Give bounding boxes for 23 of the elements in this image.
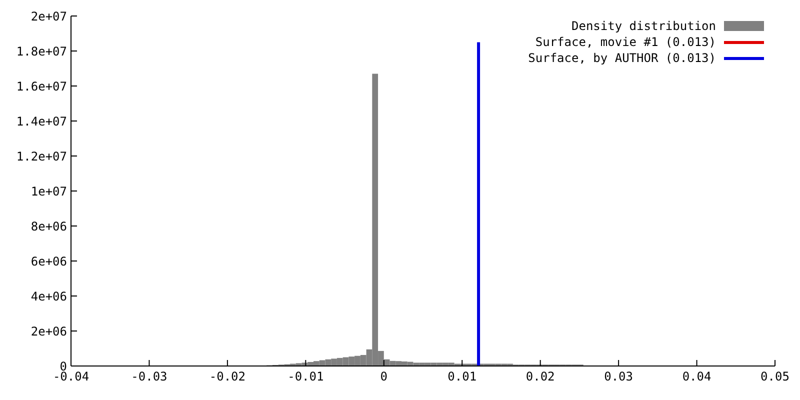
y-tick-label: 1.2e+07 xyxy=(16,149,67,164)
x-tick-label: 0.05 xyxy=(760,370,790,384)
y-tick-label: 2e+06 xyxy=(30,324,67,338)
legend-label: Surface, movie #1 (0.013) xyxy=(535,34,716,50)
x-tick-label: 0.01 xyxy=(448,370,477,384)
x-tick-label: 0 xyxy=(380,370,388,384)
y-tick-label: 1.4e+07 xyxy=(16,114,67,128)
y-tick-label: 2e+07 xyxy=(30,9,67,24)
x-tick-label: -0.01 xyxy=(288,370,324,384)
legend-label: Surface, by AUTHOR (0.013) xyxy=(528,50,716,66)
x-tick-label: -0.04 xyxy=(52,370,90,384)
y-tick-label: 6e+06 xyxy=(30,254,67,268)
y-tick-label: 1.6e+07 xyxy=(16,79,67,94)
x-tick-label: 0.04 xyxy=(682,370,712,384)
x-tick-label: 0.03 xyxy=(604,370,634,384)
x-tick-label: -0.02 xyxy=(209,370,246,384)
y-tick-label: 8e+06 xyxy=(30,219,67,234)
y-tick-label: 4e+06 xyxy=(30,289,67,304)
x-tick-label: 0.02 xyxy=(526,370,555,384)
y-tick-label: 1.8e+07 xyxy=(16,44,67,58)
legend-label: Density distribution xyxy=(572,18,716,34)
x-tick-label: -0.03 xyxy=(131,370,168,384)
y-tick-label: 1e+07 xyxy=(30,184,67,198)
